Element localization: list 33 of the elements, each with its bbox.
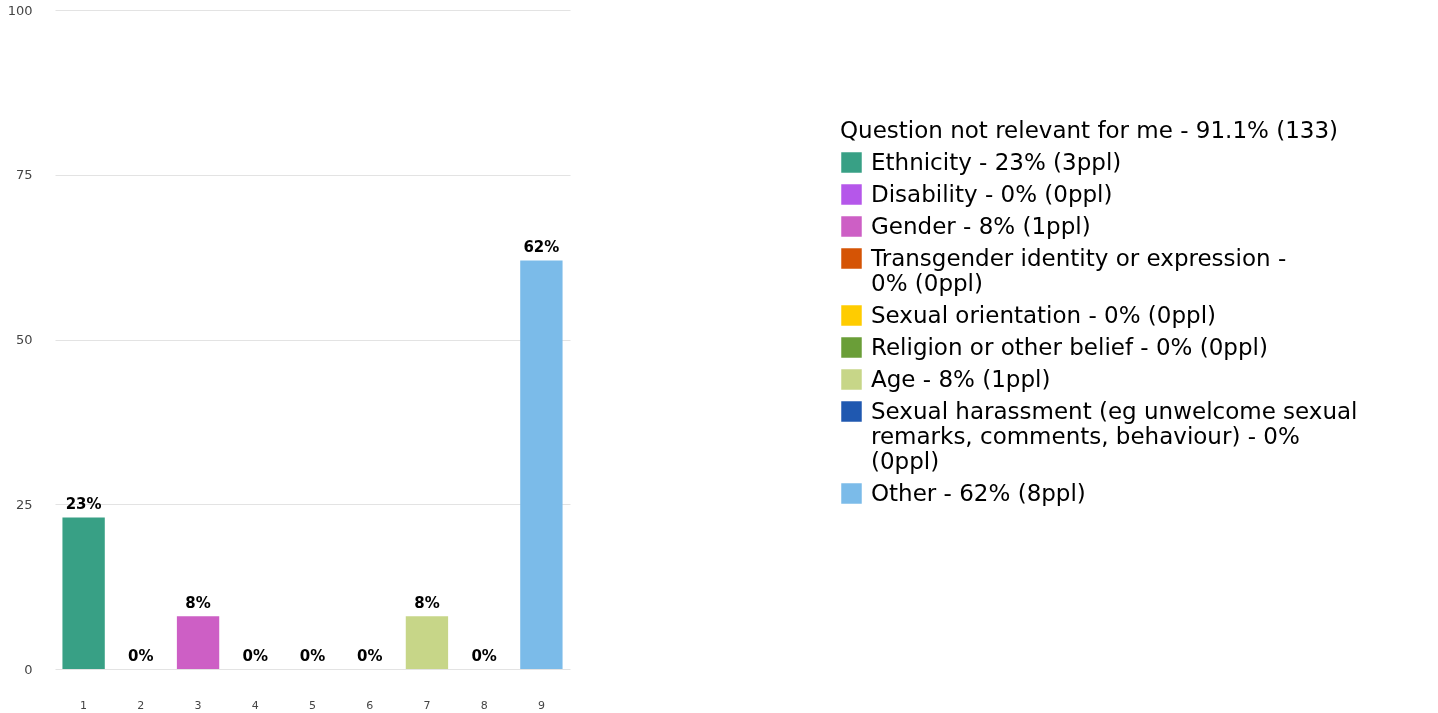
data-label: 8%	[185, 594, 211, 613]
x-tick-label: 6	[366, 698, 374, 712]
legend-label: Ethnicity - 23% (3ppl)	[871, 148, 1122, 175]
legend-label: Other - 62% (8ppl)	[871, 479, 1086, 506]
legend-label: Religion or other belief - 0% (0ppl)	[871, 333, 1268, 360]
data-label: 62%	[523, 238, 560, 257]
legend-label: Disability - 0% (0ppl)	[871, 180, 1113, 207]
data-label: 0%	[128, 647, 154, 665]
y-tick-label: 50	[15, 332, 33, 347]
y-tick-label: 0	[24, 661, 33, 677]
x-tick-label: 9	[537, 698, 545, 712]
x-tick-label: 5	[309, 698, 316, 712]
legend-label: Transgender identity or expression - 0% (0ppl)	[870, 244, 1287, 296]
x-tick-label: 7	[423, 698, 431, 712]
data-label: 23%	[65, 495, 102, 514]
legend-title: Question not relevant for me - 91.1% (133)	[840, 117, 1339, 143]
x-tick-label: 1	[80, 698, 88, 712]
data-label: 0%	[471, 647, 497, 665]
data-label: 8%	[414, 594, 440, 613]
x-tick-label: 8	[480, 698, 488, 712]
legend-label: Gender - 8% (1ppl)	[871, 212, 1091, 239]
data-label: 0%	[242, 647, 269, 665]
y-tick-label: 75	[15, 167, 33, 183]
legend-label: Sexual orientation - 0% (0ppl)	[871, 301, 1217, 328]
x-tick-label: 3	[194, 698, 202, 712]
legend-label: Age - 8% (1ppl)	[871, 365, 1051, 392]
y-tick-label: 25	[15, 496, 33, 512]
data-label: 0%	[299, 647, 326, 665]
x-tick-label: 4	[251, 698, 259, 712]
x-tick-label: 2	[137, 698, 145, 712]
y-tick-label: 100	[7, 2, 33, 18]
data-label: 0%	[356, 647, 383, 665]
legend-label: Sexual harassment (eg unwelcome sexual remarks, comments, behaviour) - 0% (0ppl)	[871, 397, 1358, 474]
